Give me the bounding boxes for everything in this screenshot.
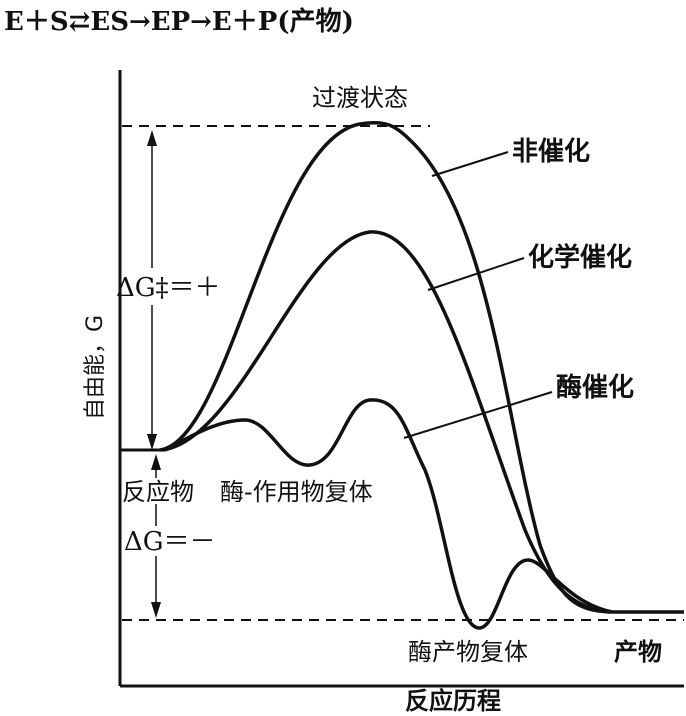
ep-complex-label: 酶产物复体 (408, 638, 528, 666)
delta-g-reaction-label: ΔG＝－ (124, 527, 216, 557)
reaction-arrow-head-up (151, 454, 161, 470)
delta-g-activation-label: ΔG‡＝＋ (116, 273, 221, 303)
uncatalyzed-label: 非催化 (512, 137, 590, 167)
reaction-arrow-head-down (151, 602, 161, 618)
transition-state-label: 过渡状态 (312, 84, 408, 112)
x-axis-label: 反应历程 (405, 687, 501, 715)
chemical-catalysis-label: 化学催化 (528, 242, 632, 273)
enzyme-catalysis-curve (164, 398, 613, 630)
uncatalyzed-leader-line (431, 151, 509, 177)
reactant-label: 反应物 (122, 478, 194, 506)
reaction-equation: E＋S⇄ES→EP→E＋P(产物) (4, 7, 354, 37)
enzyme-catalysis-label: 酶催化 (556, 373, 634, 403)
activation-arrow-head-up (147, 130, 157, 146)
product-label: 产物 (614, 638, 662, 666)
enzyme-catalysis-leader-line (403, 391, 553, 439)
chemical-catalysis-leader-line (427, 257, 525, 291)
uncatalyzed-curve (159, 120, 684, 614)
es-complex-label: 酶-作用物复体 (220, 478, 373, 506)
activation-arrow-head-down (147, 434, 157, 450)
y-axis-label: 自由能，G (83, 315, 108, 420)
